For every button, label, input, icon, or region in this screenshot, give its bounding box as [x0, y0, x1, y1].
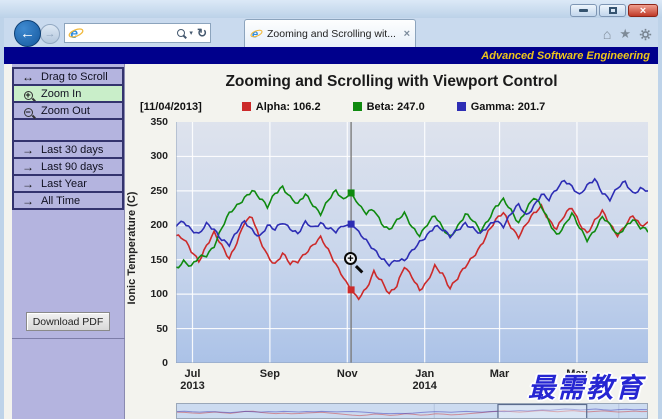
series-alpha-line: [176, 203, 648, 301]
sidebar-gap: [12, 210, 124, 278]
navigator-mini-alpha-line: [177, 409, 647, 417]
cursor-marker-gamma: [347, 220, 355, 228]
search-dropdown-icon[interactable]: ▾: [189, 30, 193, 37]
tab-title: Zooming and Scrolling wit...: [267, 27, 396, 40]
browser-toolbar: ← → e ▾ ↻ e Zooming and Scrolling wit...…: [4, 18, 658, 47]
sidebar-item-label: All Time: [41, 194, 81, 207]
chart-legend: [11/04/2013] Alpha: 106.2 Beta: 247.0 Gamm…: [140, 100, 577, 113]
tab-favicon-ie-icon: e: [250, 28, 263, 40]
address-bar[interactable]: e ▾ ↻: [64, 23, 211, 43]
navigator-mini-gamma-line: [177, 408, 647, 415]
x-tick-label: Mar: [489, 368, 510, 380]
drag-horizontal-icon: ↔: [22, 69, 34, 84]
series-beta-line: [176, 184, 648, 269]
legend-item-beta: Beta: 247.0: [352, 100, 425, 113]
y-axis-title: Ionic Temperature (C): [126, 191, 138, 305]
browser-tab[interactable]: e Zooming and Scrolling wit... ×: [244, 19, 416, 47]
sidebar-item-label: Last 90 days: [41, 160, 104, 173]
y-tick-label: 300: [150, 150, 168, 163]
watermark: 最需教育: [528, 373, 644, 404]
sidebar-item-all-time[interactable]: → All Time: [12, 191, 124, 210]
legend-items: Alpha: 106.2 Beta: 247.0 Gamma: 201.7: [241, 100, 578, 113]
x-tick-label: Jan 2014: [412, 368, 437, 392]
legend-label: Beta: 247.0: [366, 100, 425, 113]
svg-text:e: e: [252, 28, 258, 40]
arrow-right-icon: →: [22, 193, 34, 208]
download-pdf-button[interactable]: Download PDF: [26, 312, 110, 331]
arrow-right-icon: →: [22, 142, 34, 157]
y-tick-label: 350: [150, 116, 168, 128]
sidebar-item-label: Last 30 days: [41, 143, 104, 156]
zoom-in-icon: +: [23, 89, 33, 100]
brand-text: Advanced Software Engineering: [481, 49, 650, 62]
cursor-marker-alpha: [347, 286, 355, 294]
legend-swatch: [352, 102, 362, 111]
legend-label: Alpha: 106.2: [255, 100, 321, 113]
legend-item-gamma: Gamma: 201.7: [456, 100, 546, 113]
sidebar-item-label: Zoom In: [41, 87, 82, 100]
svg-text:e: e: [70, 26, 78, 41]
page-content: ↔ Drag to Scroll + Zoom In − Zoom Out → Last 3…: [4, 64, 658, 419]
back-button[interactable]: ←: [14, 20, 41, 47]
settings-gear-icon[interactable]: [639, 28, 652, 41]
search-icon[interactable]: [177, 29, 186, 37]
plot-area[interactable]: [176, 122, 648, 363]
y-tick-label: 250: [150, 184, 168, 197]
legend-item-alpha: Alpha: 106.2: [241, 100, 321, 113]
minimize-icon: [579, 9, 588, 12]
sidebar-item-label: Drag to Scroll: [41, 70, 108, 83]
navigator-viewport-handle[interactable]: [497, 404, 588, 419]
y-tick-label: 0: [162, 357, 168, 369]
sidebar-divider: [12, 338, 125, 339]
refresh-icon[interactable]: ↻: [196, 26, 207, 40]
series-gamma-line: [176, 177, 648, 268]
x-tick-label: Nov: [336, 368, 358, 380]
x-tick-label: Sep: [259, 368, 280, 380]
navigator-scrollbar[interactable]: [176, 403, 648, 419]
close-button[interactable]: ×: [628, 4, 658, 17]
zoom-out-icon: −: [23, 106, 33, 117]
x-tick-label: May: [566, 368, 588, 380]
sidebar-item-label: Last Year: [41, 177, 87, 190]
y-tick-label: 50: [156, 322, 168, 335]
restore-icon: [608, 7, 617, 14]
legend-swatch: [456, 102, 466, 111]
y-tick-label: 100: [150, 288, 168, 301]
window-titlebar[interactable]: ×: [0, 0, 662, 18]
restore-button[interactable]: [599, 4, 626, 17]
favorites-star-icon[interactable]: ★: [619, 26, 631, 41]
sidebar-tools-group: ↔ Drag to Scroll + Zoom In − Zoom Out: [12, 67, 124, 120]
cursor-marker-beta: [347, 189, 355, 197]
legend-date: [11/04/2013]: [140, 100, 202, 113]
forward-button[interactable]: →: [40, 24, 60, 44]
home-icon[interactable]: ⌂: [602, 26, 612, 42]
x-tick-label: Jul 2013: [180, 368, 205, 392]
arrow-right-icon: →: [22, 159, 34, 174]
sidebar-item-label: Zoom Out: [41, 104, 90, 117]
arrow-right-icon: →: [22, 176, 34, 191]
close-icon: ×: [639, 4, 647, 17]
sidebar-spacer: [12, 118, 124, 142]
sidebar-ranges-group: → Last 30 days → Last 90 days → Last Year → All…: [12, 140, 124, 210]
y-tick-label: 150: [150, 253, 168, 266]
minimize-button[interactable]: [570, 4, 597, 17]
forward-arrow-icon: →: [44, 28, 56, 40]
ie-logo-icon: e: [68, 26, 84, 41]
legend-swatch: [241, 102, 251, 111]
sidebar-item-zoom-out[interactable]: − Zoom Out: [12, 101, 124, 120]
y-tick-label: 200: [150, 219, 168, 232]
legend-label: Gamma: 201.7: [470, 100, 546, 113]
sidebar: ↔ Drag to Scroll + Zoom In − Zoom Out → Last 3…: [12, 64, 125, 419]
chart-title: Zooming and Scrolling with Viewport Cont…: [225, 73, 558, 90]
back-arrow-icon: ←: [20, 25, 35, 42]
tab-close-icon[interactable]: ×: [403, 27, 410, 40]
brand-banner: Advanced Software Engineering: [4, 47, 658, 64]
